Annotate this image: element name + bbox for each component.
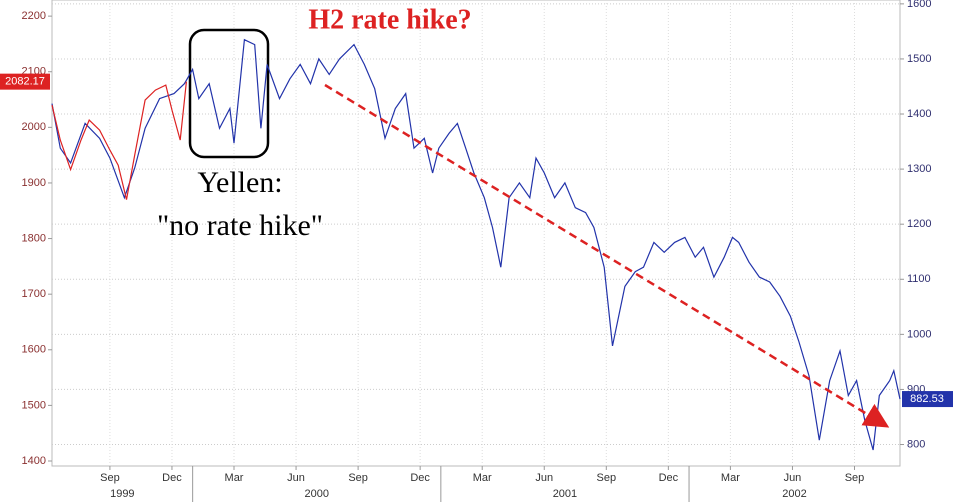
y-tick-label: 1500 [22, 399, 46, 411]
y2-tick-label: 1300 [907, 163, 931, 175]
highlight-box [188, 28, 270, 159]
y2-tick-label: 1400 [907, 108, 931, 120]
series-line [51, 38, 901, 451]
y2-tick-label: 800 [907, 438, 925, 450]
last-value-label: 882.53 [910, 393, 944, 405]
x-tick-label: Mar [721, 472, 740, 484]
x-tick-label: Sep [100, 472, 120, 484]
x-tick-label: Mar [225, 472, 244, 484]
y2-tick-label: 1500 [907, 53, 931, 65]
y2-tick-label: 1200 [907, 218, 931, 230]
year-label: 2001 [553, 488, 577, 500]
year-label: 2002 [782, 488, 806, 500]
year-label: 1999 [110, 488, 134, 500]
year-label: 2000 [304, 488, 328, 500]
annotation: Yellen: [197, 166, 282, 199]
x-tick-label: Jun [784, 472, 802, 484]
y2-tick-label: 1000 [907, 328, 931, 340]
annotation: H2 rate hike? [308, 4, 471, 35]
x-tick-label: Dec [410, 472, 430, 484]
x-tick-label: Jun [287, 472, 305, 484]
y-tick-label: 2000 [22, 121, 46, 133]
last-value-label: 2082.17 [5, 76, 45, 88]
x-tick-label: Sep [597, 472, 617, 484]
x-tick-label: Sep [348, 472, 368, 484]
y2-tick-label: 1100 [907, 273, 931, 285]
series-line [51, 81, 187, 200]
y-tick-label: 1700 [22, 288, 46, 300]
y-tick-label: 1800 [22, 232, 46, 244]
y-tick-label: 1600 [22, 344, 46, 356]
x-tick-label: Dec [162, 472, 182, 484]
y2-tick-label: 1600 [907, 0, 931, 10]
x-tick-label: Dec [659, 472, 679, 484]
y-tick-label: 1900 [22, 177, 46, 189]
y-tick-label: 2200 [22, 10, 46, 22]
last-value-tag [902, 391, 953, 408]
last-value-tag [0, 73, 50, 90]
annotation: "no rate hike" [157, 209, 323, 242]
y-tick-label: 1400 [22, 455, 46, 467]
x-tick-label: Jun [535, 472, 553, 484]
x-tick-label: Sep [845, 472, 865, 484]
plot-area [51, 0, 901, 467]
trend-arrow [324, 83, 890, 428]
x-tick-label: Mar [473, 472, 492, 484]
